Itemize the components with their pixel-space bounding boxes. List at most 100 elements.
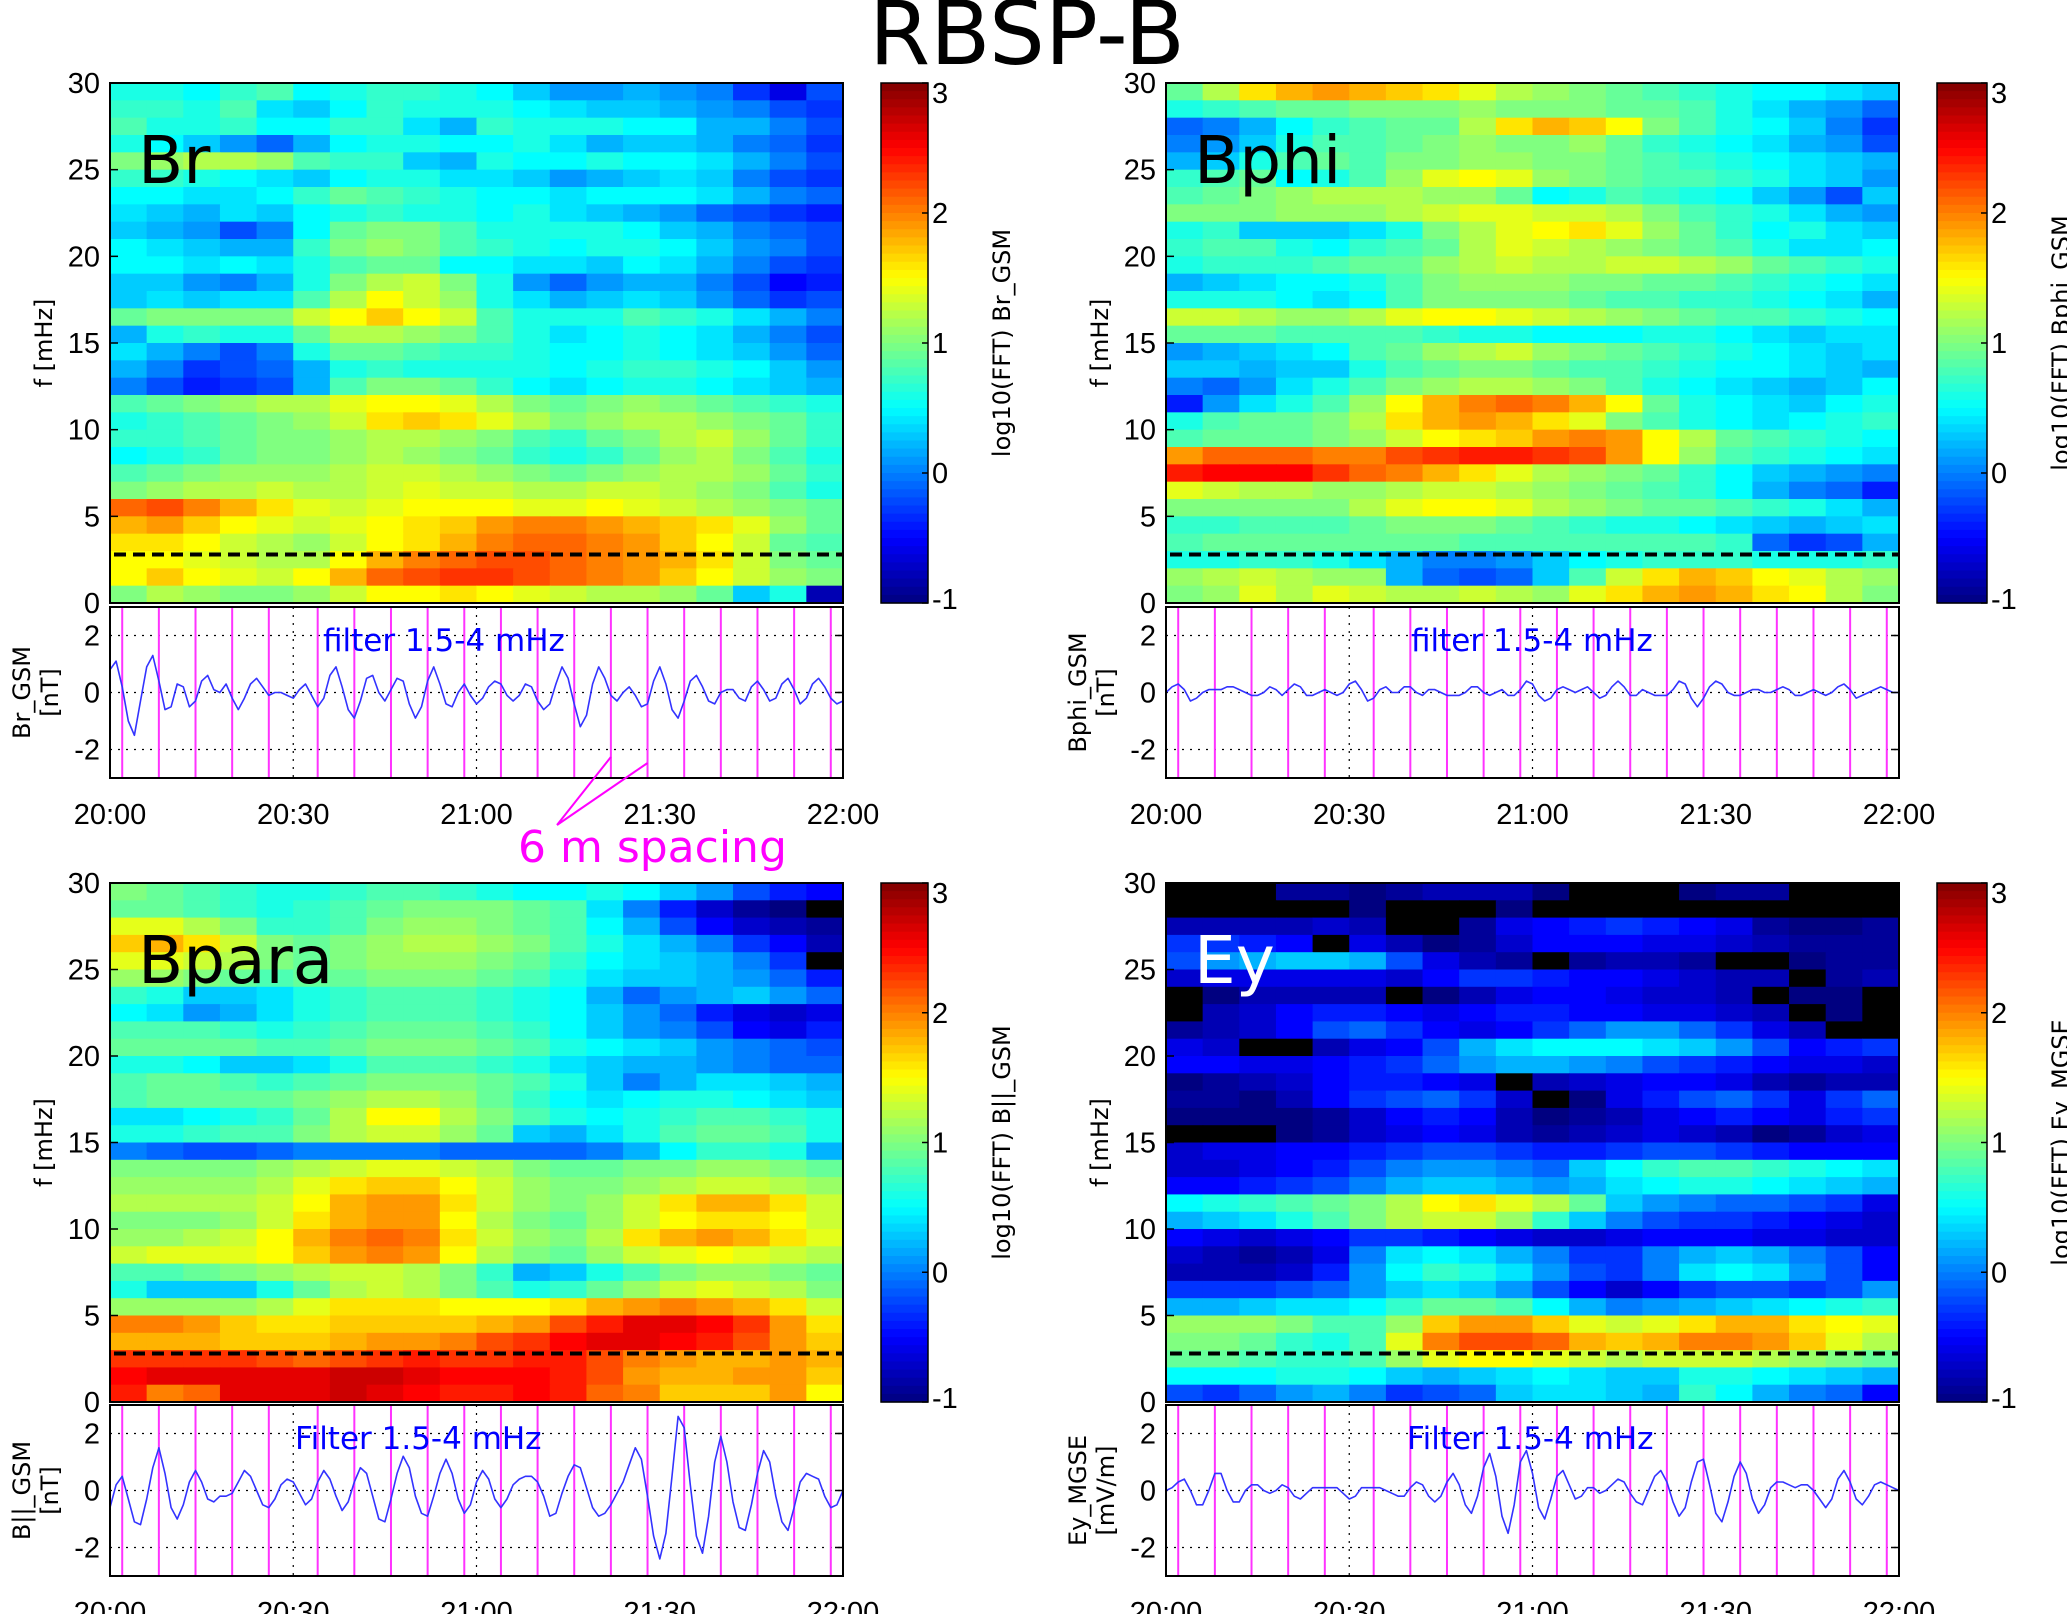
heatmap-cell bbox=[439, 568, 478, 587]
heatmap-cell bbox=[183, 1194, 221, 1213]
colorbar-tick-label: -1 bbox=[1991, 584, 2017, 616]
heatmap-cell bbox=[513, 1004, 551, 1022]
heatmap-cell bbox=[329, 169, 368, 188]
heatmap-cell bbox=[586, 952, 624, 971]
heatmap-cell bbox=[696, 1315, 734, 1334]
colorbar-swatch bbox=[1937, 1280, 1987, 1290]
heatmap-cell bbox=[476, 1367, 514, 1386]
colorbar-swatch bbox=[1937, 148, 1987, 157]
colorbar-swatch bbox=[1937, 481, 1987, 490]
heatmap-cell bbox=[403, 1367, 441, 1386]
heatmap-cell bbox=[1862, 516, 1900, 535]
heatmap-cell bbox=[1495, 447, 1534, 465]
heatmap-cell bbox=[1642, 499, 1680, 517]
heatmap-cell bbox=[549, 291, 588, 309]
heatmap-cell bbox=[476, 169, 514, 188]
heatmap-cell bbox=[1422, 1246, 1460, 1265]
heatmap-cell bbox=[366, 1021, 404, 1040]
heatmap-cell bbox=[1239, 204, 1277, 223]
heatmap-cell bbox=[146, 1159, 184, 1178]
heatmap-cell bbox=[1166, 1367, 1204, 1386]
heatmap-cell bbox=[1202, 481, 1240, 500]
heatmap-cell bbox=[513, 135, 551, 153]
heatmap-cell bbox=[1202, 169, 1240, 188]
heatmap-cell bbox=[549, 239, 588, 257]
heatmap-cell bbox=[439, 239, 478, 257]
heatmap-cell bbox=[1495, 325, 1534, 344]
heatmap-cell bbox=[1532, 464, 1570, 483]
heatmap-cell bbox=[1312, 917, 1350, 936]
freq-tick-label: 25 bbox=[1124, 155, 1156, 187]
heatmap-cell bbox=[293, 464, 331, 483]
heatmap-cell bbox=[1715, 117, 1753, 136]
freq-axis-label: f [mHz] bbox=[1086, 299, 1114, 388]
heatmap-cell bbox=[219, 533, 258, 552]
heatmap-cell bbox=[1422, 1332, 1460, 1351]
colorbar-swatch bbox=[881, 269, 928, 279]
colorbar-tick-label: 3 bbox=[932, 878, 948, 910]
heatmap-cell bbox=[366, 1280, 404, 1299]
heatmap-cell bbox=[1825, 169, 1863, 188]
heatmap-cell bbox=[549, 1229, 588, 1247]
heatmap-cell bbox=[659, 412, 697, 431]
heatmap-cell bbox=[623, 83, 661, 101]
heatmap-cell bbox=[110, 883, 148, 901]
heatmap-cell bbox=[1385, 1194, 1424, 1213]
heatmap-cell bbox=[1569, 412, 1607, 431]
heatmap-cell bbox=[659, 187, 697, 205]
heatmap-cell bbox=[329, 273, 368, 292]
heatmap-cell bbox=[1275, 1263, 1314, 1282]
heatmap-cell bbox=[183, 291, 221, 309]
heatmap-cell bbox=[1312, 412, 1350, 431]
heatmap-cell bbox=[1679, 1142, 1717, 1161]
heatmap-cell bbox=[1752, 1367, 1790, 1386]
wave-ytick-label: 2 bbox=[84, 1419, 100, 1451]
heatmap-cell bbox=[219, 239, 258, 257]
heatmap-cell bbox=[659, 135, 697, 153]
heatmap-cell bbox=[146, 585, 184, 604]
heatmap-cell bbox=[329, 986, 368, 1005]
heatmap-cell bbox=[1715, 1246, 1753, 1265]
heatmap-cell bbox=[293, 883, 331, 901]
heatmap-cell bbox=[1275, 447, 1314, 465]
heatmap-cell bbox=[1349, 1004, 1387, 1022]
heatmap-cell bbox=[659, 377, 697, 396]
heatmap-cell bbox=[1789, 1246, 1827, 1265]
heatmap-cell bbox=[256, 464, 294, 483]
heatmap-cell bbox=[1679, 917, 1717, 936]
heatmap-cell bbox=[549, 1280, 588, 1299]
heatmap-cell bbox=[586, 1159, 624, 1178]
heatmap-cell bbox=[1202, 152, 1240, 171]
heatmap-cell bbox=[366, 1246, 404, 1265]
heatmap-cell bbox=[1495, 377, 1534, 396]
heatmap-cell bbox=[1349, 1194, 1387, 1213]
heatmap-cell bbox=[1312, 1073, 1350, 1092]
heatmap-cell bbox=[1239, 1125, 1277, 1144]
heatmap-cell bbox=[476, 1384, 514, 1403]
heatmap-cell bbox=[1532, 256, 1570, 275]
heatmap-cell bbox=[366, 1142, 404, 1161]
heatmap-cell bbox=[1679, 100, 1717, 119]
heatmap-cell bbox=[219, 1298, 258, 1317]
heatmap-cell bbox=[1715, 291, 1753, 309]
colorbar-swatch bbox=[1937, 375, 1987, 385]
heatmap-cell bbox=[769, 221, 807, 240]
heatmap-cell bbox=[1825, 481, 1863, 500]
heatmap-cell bbox=[403, 1315, 441, 1334]
heatmap-cell bbox=[733, 1073, 771, 1092]
colorbar-swatch bbox=[1937, 286, 1987, 295]
heatmap-cell bbox=[1642, 934, 1680, 953]
heatmap-cell bbox=[1862, 952, 1900, 971]
heatmap-cell bbox=[403, 1384, 441, 1403]
heatmap-cell bbox=[366, 1125, 404, 1144]
heatmap-cell bbox=[1715, 204, 1753, 223]
heatmap-cell bbox=[183, 986, 221, 1005]
colorbar-swatch bbox=[1937, 261, 1987, 271]
heatmap-cell bbox=[1825, 986, 1863, 1005]
heatmap-cell bbox=[586, 499, 624, 517]
heatmap-cell bbox=[1202, 533, 1240, 552]
heatmap-cell bbox=[1532, 1211, 1570, 1230]
heatmap-cell bbox=[1349, 1159, 1387, 1178]
colorbar-swatch bbox=[1937, 1028, 1987, 1038]
